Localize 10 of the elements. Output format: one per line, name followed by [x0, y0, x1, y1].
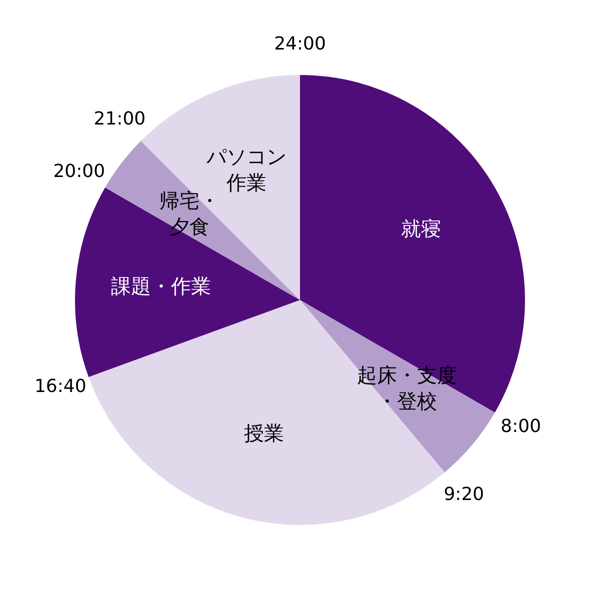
text: 24:00: [274, 34, 326, 55]
slice-label: パソコン作業: [206, 144, 287, 194]
text: 20:00: [53, 161, 106, 182]
slice-label: 授業: [244, 420, 284, 445]
slice-label: 課題・作業: [111, 274, 212, 298]
text: 16:40: [34, 376, 86, 397]
slice-label: 就寝: [400, 216, 441, 240]
text: 8:00: [500, 416, 542, 438]
text: 21:00: [94, 108, 146, 130]
text: 9:20: [444, 484, 484, 506]
